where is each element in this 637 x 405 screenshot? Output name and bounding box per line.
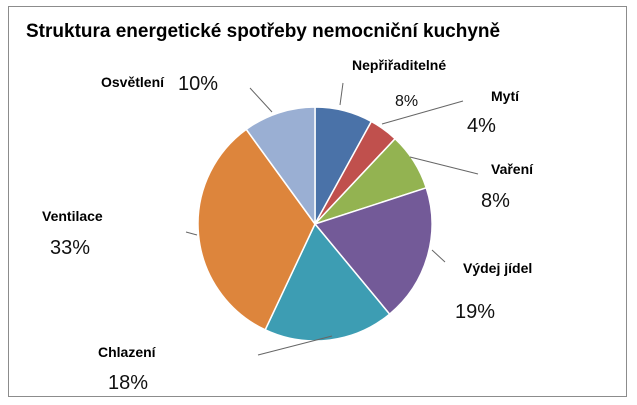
- leader-line-6: [185, 231, 198, 236]
- chart-title: Struktura energetické spotřeby nemocničn…: [26, 21, 500, 42]
- leader-line-7: [249, 87, 273, 113]
- slice-percent-6: 33%: [50, 237, 90, 259]
- pie-slice-6: [197, 128, 316, 331]
- pie-slice-7: [245, 106, 316, 227]
- leader-line-3: [409, 156, 479, 175]
- slice-label-3: Vaření: [491, 161, 534, 177]
- slice-percent-3: 8%: [481, 190, 510, 212]
- slice-label-7: Osvětlení: [101, 74, 165, 90]
- leader-line-2: [381, 100, 464, 125]
- leader-line-4: [431, 249, 446, 263]
- slice-label-1: Nepřiřaditelné: [352, 57, 446, 73]
- slice-label-5: Chlazení: [98, 344, 157, 360]
- leader-line-1: [339, 82, 344, 106]
- pie-slice-5: [264, 222, 391, 342]
- pie-slice-4: [313, 186, 433, 316]
- slice-label-6: Ventilace: [42, 208, 103, 224]
- slice-percent-2: 4%: [467, 115, 496, 137]
- slice-percent-5: 18%: [108, 372, 148, 394]
- slice-percent-7: 10%: [178, 73, 218, 95]
- slice-percent-1: 8%: [395, 93, 418, 110]
- slice-percent-4: 19%: [455, 301, 495, 323]
- slice-label-2: Mytí: [491, 88, 520, 104]
- leader-line-5: [257, 335, 333, 356]
- slice-label-4: Výdej jídel: [463, 260, 532, 276]
